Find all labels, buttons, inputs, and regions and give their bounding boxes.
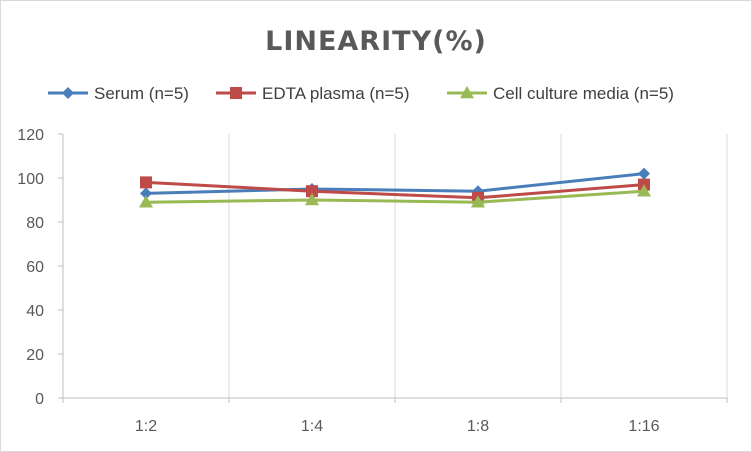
y-tick-label: 120 [17,127,44,144]
x-axis: 1:2 1:4 1:8 1:16 [62,397,728,435]
y-tick-label: 0 [35,391,44,408]
series-2 [140,176,650,204]
chart-title: LINEARITY(%) [265,26,487,57]
y-tick-label: 20 [26,347,44,364]
data-point [140,176,152,189]
y-tick-label: 100 [17,171,44,188]
series-line [144,189,646,204]
legend-entry: Cell culture media (n=5) [447,84,674,103]
series-layer [139,167,651,208]
legend-label: Serum (n=5) [94,84,189,103]
legend-swatch-marker [230,87,242,99]
data-point [471,195,485,208]
legend-entry: EDTA plasma (n=5) [216,84,410,103]
legend-entry: Serum (n=5) [48,84,189,103]
series-line [144,180,646,200]
y-tick-label: 80 [26,215,44,232]
x-tick-label: 1:2 [135,418,157,435]
legend-swatch-marker [460,86,474,99]
legend-label: EDTA plasma (n=5) [262,84,410,103]
grid-lines [228,134,728,398]
legend-label: Cell culture media (n=5) [493,84,674,103]
data-point [139,195,153,208]
series-line [144,172,646,195]
y-tick-label: 40 [26,303,44,320]
data-point [305,193,319,206]
legend-swatch-marker [62,87,74,99]
y-axis: 0 20 40 60 80 100 120 [17,127,64,408]
y-tick-label: 60 [26,259,44,276]
data-point [637,184,651,197]
x-tick-label: 1:8 [467,418,489,435]
legend: Serum (n=5) EDTA plasma (n=5) Cell culture… [48,84,674,103]
data-point [638,167,650,180]
data-point [306,185,318,198]
x-tick-label: 1:4 [301,418,323,435]
series-3 [139,184,651,208]
data-point [140,187,152,200]
x-tick-label: 1:16 [628,418,659,435]
